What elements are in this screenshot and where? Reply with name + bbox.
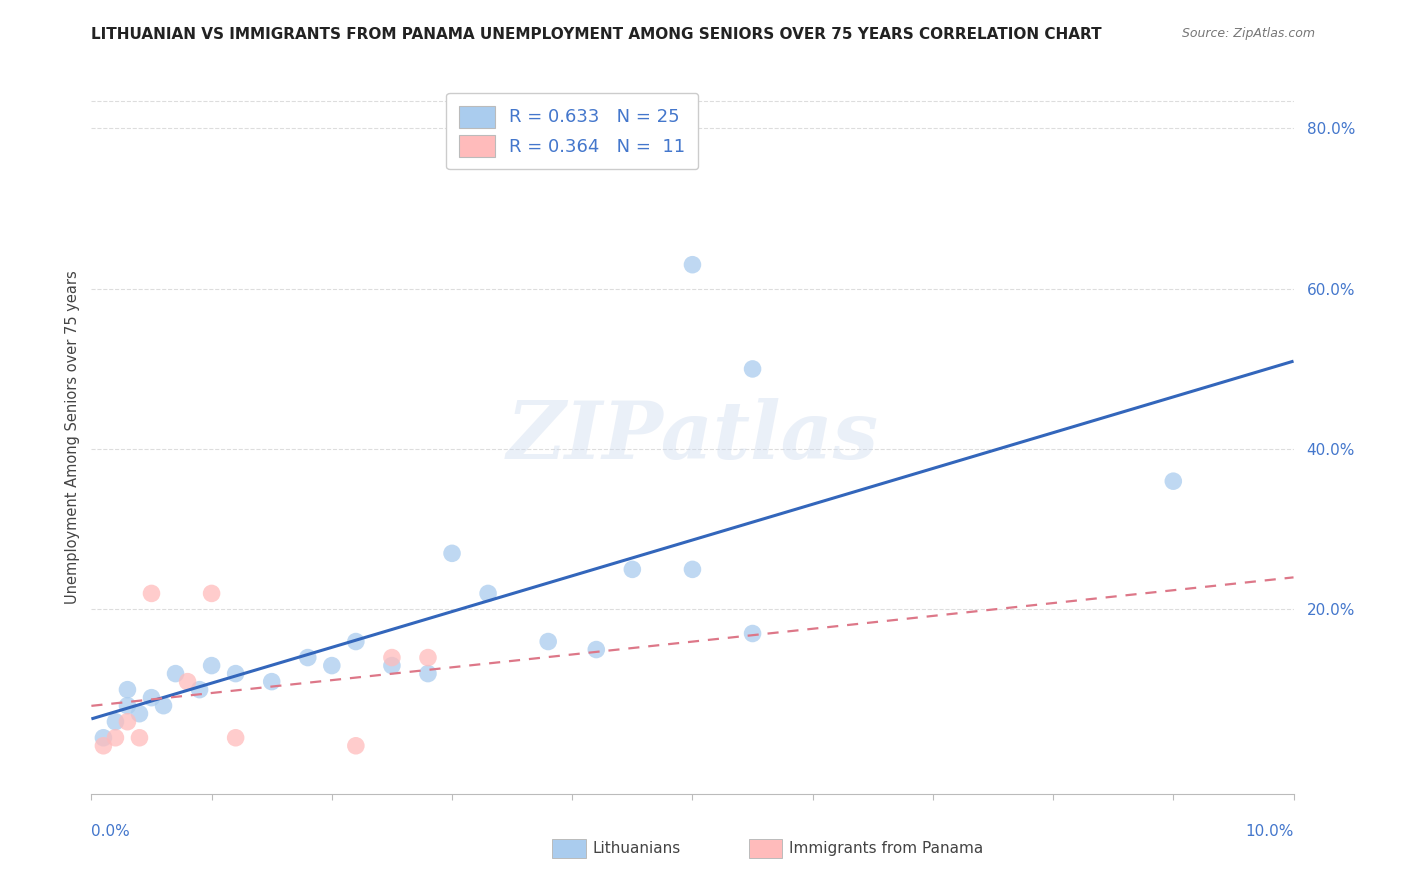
Point	[141, 690, 163, 705]
Point	[381, 658, 404, 673]
Point	[416, 650, 439, 665]
Point	[477, 586, 499, 600]
Point	[117, 714, 139, 729]
Text: 10.0%: 10.0%	[1246, 824, 1294, 838]
Point	[585, 642, 607, 657]
Text: LITHUANIAN VS IMMIGRANTS FROM PANAMA UNEMPLOYMENT AMONG SENIORS OVER 75 YEARS CO: LITHUANIAN VS IMMIGRANTS FROM PANAMA UNE…	[91, 27, 1102, 42]
Point	[321, 658, 343, 673]
Point	[741, 362, 763, 376]
Point	[225, 666, 247, 681]
Point	[165, 666, 187, 681]
Point	[537, 634, 560, 648]
Point	[260, 674, 283, 689]
Point	[188, 682, 211, 697]
Point	[152, 698, 174, 713]
Point	[141, 586, 163, 600]
Point	[201, 658, 224, 673]
Point	[176, 674, 198, 689]
Point	[416, 666, 439, 681]
Point	[297, 650, 319, 665]
Point	[104, 714, 127, 729]
Text: Lithuanians: Lithuanians	[593, 841, 681, 856]
Point	[681, 562, 703, 576]
Point	[117, 698, 139, 713]
Y-axis label: Unemployment Among Seniors over 75 years: Unemployment Among Seniors over 75 years	[65, 270, 80, 604]
Point	[128, 706, 150, 721]
Point	[381, 650, 404, 665]
Point	[93, 739, 115, 753]
Point	[344, 739, 367, 753]
Text: ZIPatlas: ZIPatlas	[506, 399, 879, 475]
Point	[681, 258, 703, 272]
Point	[1161, 474, 1184, 488]
Point	[104, 731, 127, 745]
Point	[201, 586, 224, 600]
Point	[621, 562, 644, 576]
Text: 0.0%: 0.0%	[91, 824, 131, 838]
Point	[225, 731, 247, 745]
Text: Source: ZipAtlas.com: Source: ZipAtlas.com	[1181, 27, 1315, 40]
Point	[344, 634, 367, 648]
Point	[440, 546, 463, 560]
Point	[117, 682, 139, 697]
Point	[93, 731, 115, 745]
Point	[128, 731, 150, 745]
Point	[741, 626, 763, 640]
Legend: R = 0.633   N = 25, R = 0.364   N =  11: R = 0.633 N = 25, R = 0.364 N = 11	[446, 93, 699, 169]
Text: Immigrants from Panama: Immigrants from Panama	[790, 841, 984, 856]
